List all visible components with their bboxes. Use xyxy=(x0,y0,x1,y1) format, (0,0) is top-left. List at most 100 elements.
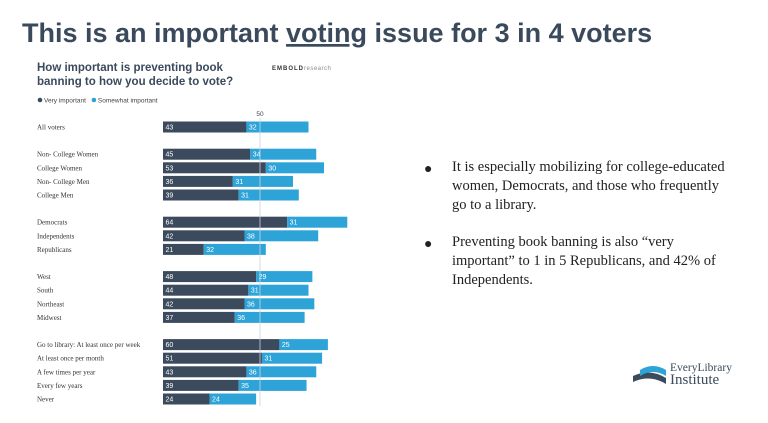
bar-segment xyxy=(246,121,309,133)
category-label: Every few years xyxy=(37,382,83,390)
chart-title: banning to how you decide to vote? xyxy=(37,76,233,88)
value-label: 39 xyxy=(166,193,174,200)
value-label: 36 xyxy=(247,301,255,308)
legend-label: Somewhat important xyxy=(98,98,158,105)
category-label: Non- College Women xyxy=(37,151,99,159)
value-label: 51 xyxy=(166,356,174,363)
category-label: A few times per year xyxy=(37,368,96,376)
brand-part: EMBOLD xyxy=(272,66,304,72)
value-label: 35 xyxy=(241,383,249,390)
value-label: 21 xyxy=(166,247,174,254)
value-label: 43 xyxy=(166,369,174,376)
bar-segment xyxy=(163,243,204,255)
bar-segment xyxy=(163,148,251,160)
category-label: Non- College Men xyxy=(37,178,90,186)
bar-segment xyxy=(203,243,266,255)
legend-label: Very important xyxy=(44,98,86,105)
value-label: 31 xyxy=(241,193,249,200)
title-part: issue for 3 in 4 voters xyxy=(367,18,652,48)
bar-segment xyxy=(163,189,239,201)
category-label: Republicans xyxy=(37,246,72,254)
value-label: 24 xyxy=(166,397,174,404)
value-label: 43 xyxy=(166,125,174,132)
category-label: West xyxy=(37,273,51,281)
category-label: At least once per month xyxy=(37,355,104,363)
value-label: 36 xyxy=(237,315,245,322)
bar-segment xyxy=(163,339,280,351)
category-label: All voters xyxy=(37,124,65,132)
bar-segment xyxy=(163,298,245,310)
value-label: 32 xyxy=(249,125,257,132)
value-label: 32 xyxy=(206,247,214,254)
value-label: 37 xyxy=(166,315,174,322)
bar-segment xyxy=(287,216,348,228)
bar-segment xyxy=(279,339,328,351)
bar-segment xyxy=(209,393,257,405)
bar-segment xyxy=(238,379,307,391)
value-label: 24 xyxy=(212,397,220,404)
value-label: 42 xyxy=(166,233,174,240)
bar-segment xyxy=(163,271,257,283)
title-part: voting xyxy=(286,18,367,48)
bar-segment xyxy=(163,175,233,187)
value-label: 39 xyxy=(166,383,174,390)
category-label: Go to library: At least once per week xyxy=(37,341,141,349)
category-label: Midwest xyxy=(37,314,62,322)
category-label: College Women xyxy=(37,164,82,172)
bar-segment xyxy=(163,162,266,174)
value-label: 38 xyxy=(247,233,255,240)
value-label: 36 xyxy=(166,179,174,186)
category-label: South xyxy=(37,287,54,295)
value-label: 44 xyxy=(166,288,174,295)
brand-part: research xyxy=(304,66,331,72)
value-label: 25 xyxy=(282,342,290,349)
bar-segment xyxy=(234,311,305,323)
logo-text: Institute xyxy=(670,372,720,388)
bullet-dot: ● xyxy=(424,160,433,176)
bar-segment xyxy=(163,366,247,378)
bar-segment xyxy=(265,162,325,174)
bar-segment xyxy=(163,284,249,296)
logo-text: EveryLibrary xyxy=(670,362,732,374)
bar-segment xyxy=(163,352,262,364)
legend-marker xyxy=(91,97,97,103)
bar-segment xyxy=(163,230,245,242)
value-label: 48 xyxy=(166,274,174,281)
value-label: 31 xyxy=(235,179,243,186)
category-label: Never xyxy=(37,396,55,404)
bar-segment xyxy=(244,230,319,242)
value-label: 53 xyxy=(166,165,174,172)
value-label: 30 xyxy=(268,165,276,172)
legend-marker xyxy=(37,97,43,103)
bar-segment xyxy=(244,298,315,310)
value-label: 60 xyxy=(166,342,174,349)
x-tick-label: 50 xyxy=(256,111,264,118)
bar-segment xyxy=(163,216,288,228)
value-label: 64 xyxy=(166,220,174,227)
bullet: Preventing book banning is also “very im… xyxy=(452,234,716,288)
slide-title: This is an important voting issue for 3 … xyxy=(22,18,652,48)
chart-title: How important is preventing book xyxy=(37,62,224,74)
logo-icon xyxy=(633,366,666,384)
value-label: 34 xyxy=(253,152,261,159)
value-label: 29 xyxy=(259,274,267,281)
bullet: It is especially mobilizing for college-… xyxy=(452,159,725,213)
bar-segment xyxy=(246,366,317,378)
bar-segment xyxy=(163,311,235,323)
value-label: 31 xyxy=(290,220,298,227)
value-label: 36 xyxy=(249,369,257,376)
brand: EMBOLDresearch xyxy=(272,66,331,72)
category-label: Democrats xyxy=(37,219,68,227)
category-label: Independents xyxy=(37,232,75,240)
bar-segment xyxy=(232,175,293,187)
value-label: 45 xyxy=(166,152,174,159)
value-label: 31 xyxy=(264,356,272,363)
category-label: Northeast xyxy=(37,300,64,308)
category-label: College Men xyxy=(37,192,74,200)
value-label: 31 xyxy=(251,288,259,295)
bar-segment xyxy=(238,189,299,201)
bar-segment xyxy=(250,148,317,160)
bar-segment xyxy=(248,284,309,296)
